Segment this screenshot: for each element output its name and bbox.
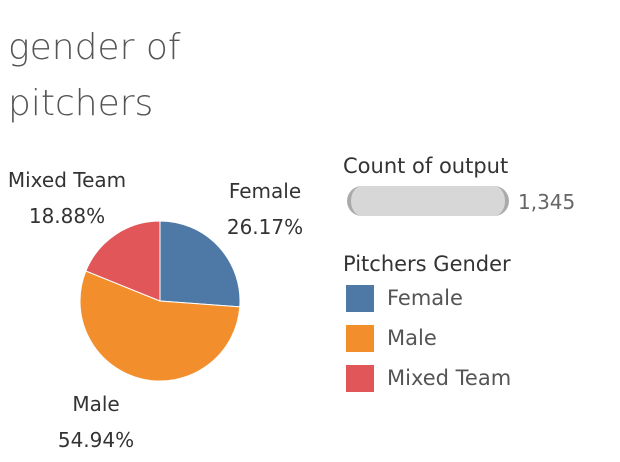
legend-swatch-male	[346, 324, 374, 352]
pie-slice-male[interactable]	[79, 270, 241, 382]
size-legend: Count of output 1,345	[343, 152, 613, 222]
pie-label-value-mixed-team: 18.88%	[29, 204, 105, 228]
size-legend-title: Count of output	[343, 154, 509, 178]
pie-label-value-female: 26.17%	[227, 215, 303, 239]
pie-label-value-male: 54.94%	[58, 428, 134, 452]
pie-slice-female[interactable]	[159, 220, 241, 308]
legend-label-mixed-team: Mixed Team	[387, 366, 512, 390]
pie-slice-mixed-team[interactable]	[85, 220, 161, 302]
pie-label-category-mixed-team: Mixed Team	[8, 168, 126, 192]
pie-label-category-female: Female	[229, 179, 301, 203]
legend-item-mixed-team[interactable]: Mixed Team	[343, 358, 613, 398]
color-legend-title: Pitchers Gender	[343, 252, 511, 276]
legend-swatch-mixed-team	[346, 364, 374, 392]
legend-item-male[interactable]: Male	[343, 318, 613, 358]
color-legend: Pitchers Gender Female Male Mixed Team	[343, 250, 613, 398]
legend-label-male: Male	[387, 326, 437, 350]
size-legend-row: 1,345	[343, 182, 613, 222]
legend-swatch-female	[346, 284, 374, 312]
chart-title-line-2: pitchers	[8, 83, 154, 124]
size-legend-value: 1,345	[518, 190, 576, 214]
size-legend-pill	[347, 186, 509, 216]
chart-title: gender of pitchers	[8, 20, 268, 132]
chart-title-line-1: gender of	[8, 27, 181, 68]
pie-label-category-male: Male	[72, 392, 119, 416]
pie-chart: Female 26.17% Male 54.94% Mixed Team 18.88%	[8, 168, 303, 452]
legend-label-female: Female	[387, 286, 463, 310]
legend-item-female[interactable]: Female	[343, 278, 613, 318]
